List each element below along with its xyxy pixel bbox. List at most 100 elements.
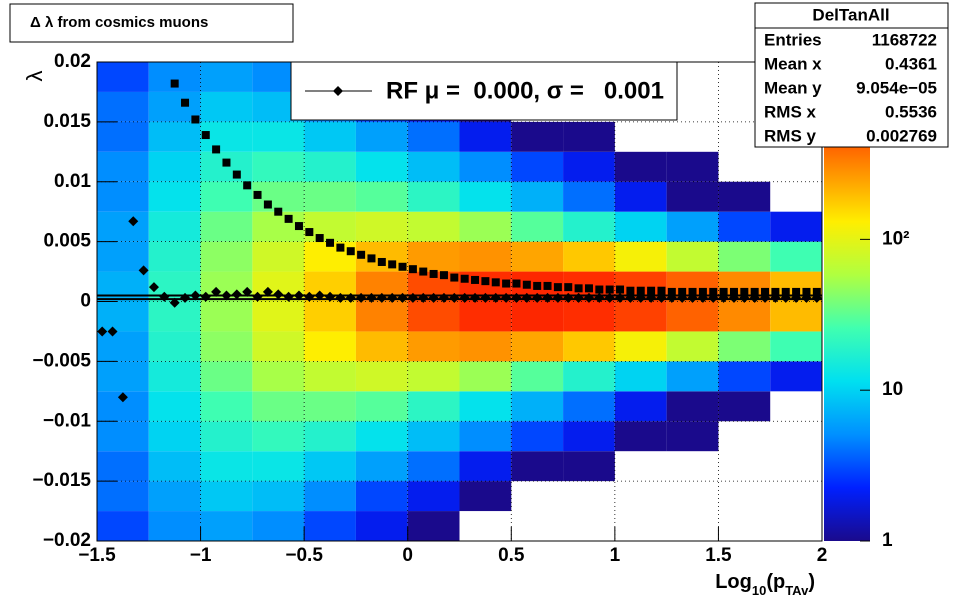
square-marker (357, 250, 366, 259)
heatmap-cell (252, 511, 305, 541)
diamond-marker (200, 291, 211, 302)
diamond-marker (470, 292, 481, 303)
heatmap-cell (304, 511, 356, 541)
x-axis-label-part: (p (766, 571, 785, 593)
heatmap-cell (614, 301, 667, 332)
heatmap-cell (459, 181, 512, 212)
square-marker (636, 286, 645, 295)
square-marker (388, 260, 397, 269)
heatmap-cell (148, 451, 201, 482)
heatmap-cell (355, 331, 408, 362)
y-tick-label: −0.015 (32, 470, 91, 491)
heatmap-cell (200, 301, 253, 332)
x-tick-label: 1.5 (705, 545, 732, 566)
heatmap-cell (666, 361, 719, 392)
heatmap-cell (252, 361, 305, 392)
heatmap-cell (355, 181, 408, 212)
heatmap-cell (148, 241, 201, 272)
diamond-marker (97, 326, 108, 337)
diamond-marker (397, 292, 408, 303)
heatmap-cell (97, 361, 149, 392)
heatmap-cell (407, 151, 460, 182)
y-tick-label: −0.005 (32, 350, 91, 371)
y-tick-label: 0.015 (43, 111, 91, 132)
square-marker (170, 79, 179, 88)
heatmap-cell (511, 421, 564, 452)
heatmap-cell (304, 481, 356, 512)
y-tick-label: 0.01 (54, 171, 91, 192)
diamond-marker (180, 292, 191, 303)
heatmap-cell (563, 451, 615, 482)
diamond-marker (521, 292, 532, 303)
heatmap-cell (200, 211, 253, 242)
heatmap-cell (97, 421, 149, 452)
heatmap-cell (200, 481, 253, 512)
heatmap-cell (563, 421, 615, 452)
diamond-marker (231, 289, 242, 300)
square-marker (315, 234, 324, 243)
heatmap-cell (718, 331, 771, 362)
heatmap-cell (407, 181, 460, 212)
diamond-marker (563, 292, 574, 303)
diamond-marker (646, 292, 657, 303)
heatmap-cell (459, 241, 512, 272)
diamond-marker (532, 292, 543, 303)
heatmap-cell (511, 331, 564, 362)
square-marker (584, 284, 593, 293)
heatmap-cell (148, 391, 201, 422)
heatmap-cell (718, 241, 771, 272)
x-tick-label: 2 (817, 545, 828, 566)
square-marker (729, 287, 738, 296)
heatmap-cell (770, 361, 822, 392)
square-marker (750, 287, 759, 296)
diamond-marker (211, 286, 222, 297)
heatmap-cell (718, 211, 771, 242)
square-marker (336, 243, 345, 252)
heatmap-cell (563, 331, 615, 362)
diamond-marker (159, 291, 170, 302)
heatmap-cell (252, 421, 305, 452)
heatmap-cell (304, 331, 356, 362)
diamond-marker (242, 286, 253, 297)
diamond-marker (635, 292, 646, 303)
heatmap-cell (355, 121, 408, 152)
heatmap-cell (614, 421, 667, 452)
heatmap-cell (304, 421, 356, 452)
x-tick-label: 0 (402, 545, 413, 566)
heatmap-cell (97, 481, 149, 512)
heatmap-cell (252, 331, 305, 362)
heatmap-cell (511, 181, 564, 212)
z-tick-label: 10 (882, 379, 903, 400)
heatmap-cell (97, 181, 149, 212)
x-tick-label: −0.5 (285, 545, 323, 566)
heatmap-cell (200, 91, 253, 122)
square-marker (740, 287, 749, 296)
x-tick-label: 0.5 (498, 545, 525, 566)
heatmap-cell (718, 391, 771, 422)
heatmap-cell (97, 331, 149, 362)
heatmap-cell (200, 391, 253, 422)
heatmap-cell (666, 421, 719, 452)
square-marker (491, 278, 500, 287)
heatmap-cell (97, 241, 149, 272)
square-marker (626, 286, 635, 295)
square-marker (346, 247, 355, 256)
heatmap-cell (563, 151, 615, 182)
heatmap-cell (355, 301, 408, 332)
heatmap-cell (304, 151, 356, 182)
heatmap-cell (304, 361, 356, 392)
heatmap-cell (459, 451, 512, 482)
stats-value: 9.054e−05 (856, 78, 937, 97)
heatmap-cell (459, 121, 512, 152)
stats-label: Mean y (764, 78, 822, 97)
square-marker (719, 287, 728, 296)
diamond-marker (407, 292, 418, 303)
square-marker (377, 257, 386, 266)
square-marker (595, 285, 604, 294)
square-marker (709, 287, 718, 296)
stats-value: 0.5536 (885, 102, 937, 121)
heatmap-cell (459, 421, 512, 452)
heatmap-cell (614, 391, 667, 422)
square-marker (771, 287, 780, 296)
